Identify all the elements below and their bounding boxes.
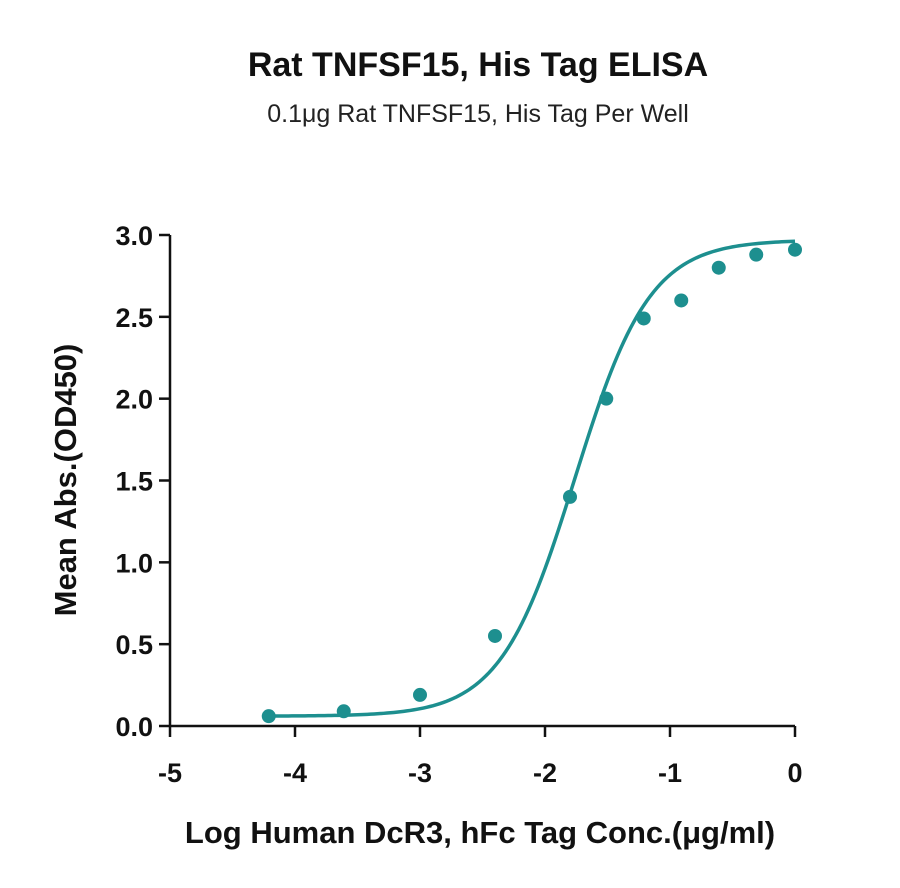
- y-tick-label: 2.0: [115, 385, 153, 415]
- data-point: [749, 247, 764, 262]
- y-tick-label: 0.5: [115, 630, 153, 660]
- data-point: [599, 391, 614, 406]
- y-tick-label: 1.0: [115, 548, 153, 578]
- data-point: [636, 311, 651, 326]
- y-tick-label: 0.0: [115, 712, 153, 742]
- data-point: [413, 687, 427, 702]
- data-point: [674, 293, 689, 308]
- y-tick-label: 1.5: [115, 467, 153, 497]
- y-tick-label: 3.0: [115, 221, 153, 251]
- fit-curve: [268, 239, 796, 718]
- x-tick-label: -3: [408, 758, 432, 788]
- x-tick-label: -1: [658, 758, 682, 788]
- x-tick-label: -4: [283, 758, 307, 788]
- y-axis-title: Mean Abs.(OD450): [48, 344, 83, 617]
- data-point: [261, 709, 276, 724]
- plot-area: [261, 239, 802, 724]
- x-axis-title: Log Human DcR3, hFc Tag Conc.(μg/ml): [185, 815, 775, 850]
- x-tick-label: -5: [158, 758, 182, 788]
- chart-subtitle: 0.1μg Rat TNFSF15, His Tag Per Well: [267, 100, 689, 128]
- chart-title: Rat TNFSF15, His Tag ELISA: [248, 46, 708, 84]
- data-point: [336, 704, 351, 719]
- data-point: [563, 489, 577, 504]
- data-point: [488, 628, 502, 643]
- data-point: [711, 260, 726, 275]
- x-tick-label: -2: [533, 758, 557, 788]
- x-tick-label: 0: [787, 758, 802, 788]
- data-point: [788, 242, 802, 257]
- y-tick-label: 2.5: [115, 303, 153, 333]
